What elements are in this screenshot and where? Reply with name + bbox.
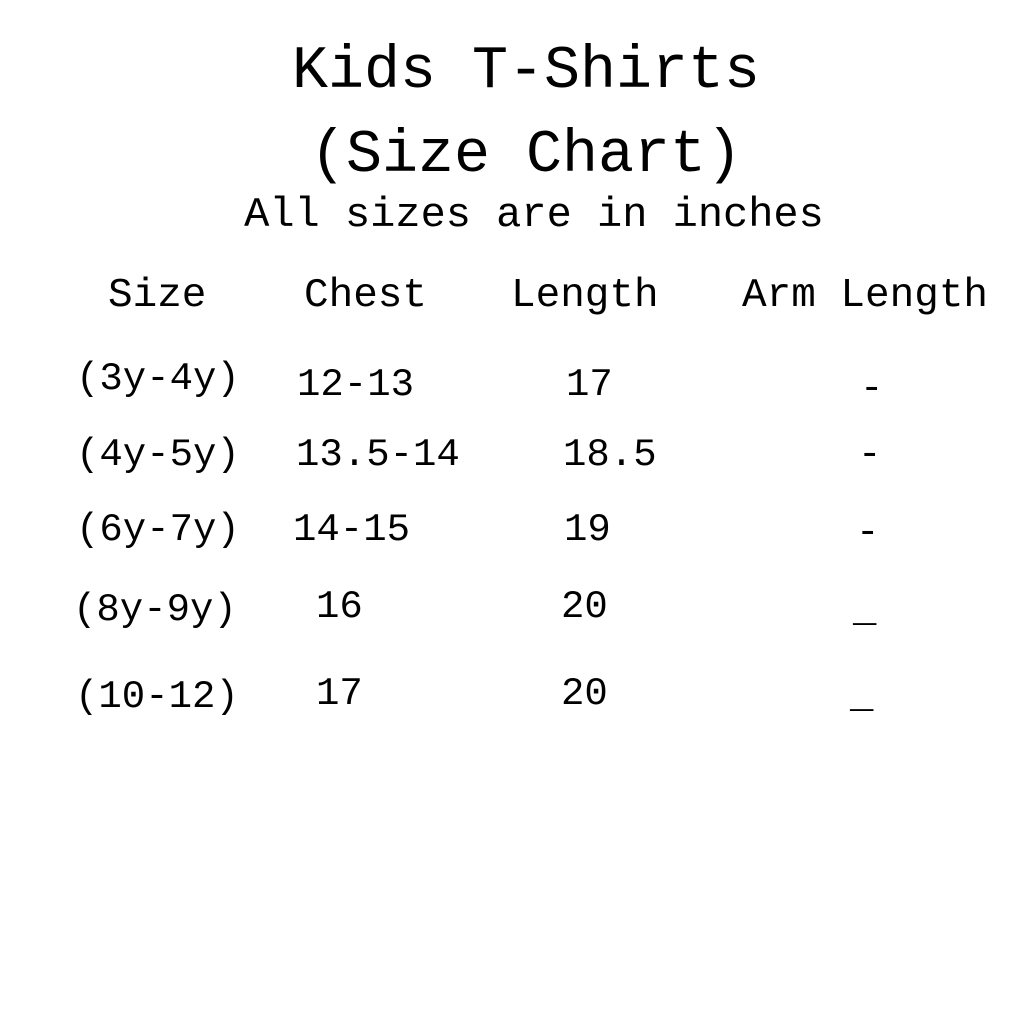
- row-arm-length: -: [856, 511, 880, 555]
- row-size: (8y-9y): [73, 588, 237, 632]
- header-arm-length: Arm Length: [742, 273, 989, 319]
- row-length: 18.5: [563, 433, 657, 477]
- header-length: Length: [511, 273, 659, 319]
- header-size: Size: [108, 273, 207, 319]
- header-chest: Chest: [304, 273, 428, 319]
- row-arm-length: -: [860, 367, 884, 411]
- row-length: 20: [561, 585, 608, 629]
- row-arm-length: _: [850, 675, 874, 719]
- row-length: 20: [561, 672, 608, 716]
- row-size: (3y-4y): [76, 357, 240, 401]
- row-chest: 13.5-14: [296, 433, 460, 477]
- row-size: (4y-5y): [76, 433, 240, 477]
- row-arm-length: -: [858, 433, 882, 477]
- title-line-2: (Size Chart): [309, 122, 743, 190]
- row-length: 19: [564, 508, 611, 552]
- row-chest: 16: [316, 585, 363, 629]
- row-chest: 14-15: [293, 508, 411, 552]
- row-size: (6y-7y): [76, 508, 240, 552]
- title-line-1: Kids T-Shirts: [291, 38, 761, 106]
- row-length: 17: [566, 363, 613, 407]
- row-chest: 17: [316, 672, 363, 716]
- subtitle: All sizes are in inches: [244, 191, 824, 239]
- row-arm-length: _: [853, 589, 877, 633]
- row-chest: 12-13: [297, 363, 415, 407]
- row-size: (10-12): [75, 675, 239, 719]
